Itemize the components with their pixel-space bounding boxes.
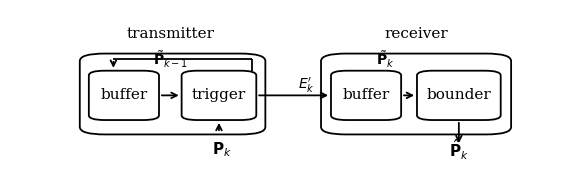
FancyBboxPatch shape (89, 71, 159, 120)
Text: $\mathbf{P}_k$: $\mathbf{P}_k$ (211, 140, 231, 159)
Text: buffer: buffer (100, 88, 148, 102)
Text: bounder: bounder (426, 88, 491, 102)
Text: receiver: receiver (384, 27, 448, 41)
FancyBboxPatch shape (80, 54, 265, 134)
Text: buffer: buffer (342, 88, 390, 102)
Text: $\tilde{\mathbf{P}}_{k-1}$: $\tilde{\mathbf{P}}_{k-1}$ (153, 50, 188, 70)
Text: $\tilde{\mathbf{P}}_k$: $\tilde{\mathbf{P}}_k$ (376, 50, 394, 70)
Text: transmitter: transmitter (126, 27, 214, 41)
Text: $\hat{\mathbf{P}}_k$: $\hat{\mathbf{P}}_k$ (449, 137, 468, 162)
FancyBboxPatch shape (321, 54, 511, 134)
Text: trigger: trigger (192, 88, 246, 102)
Text: $E_k'$: $E_k'$ (298, 75, 315, 95)
FancyBboxPatch shape (182, 71, 256, 120)
FancyBboxPatch shape (331, 71, 401, 120)
FancyBboxPatch shape (417, 71, 500, 120)
